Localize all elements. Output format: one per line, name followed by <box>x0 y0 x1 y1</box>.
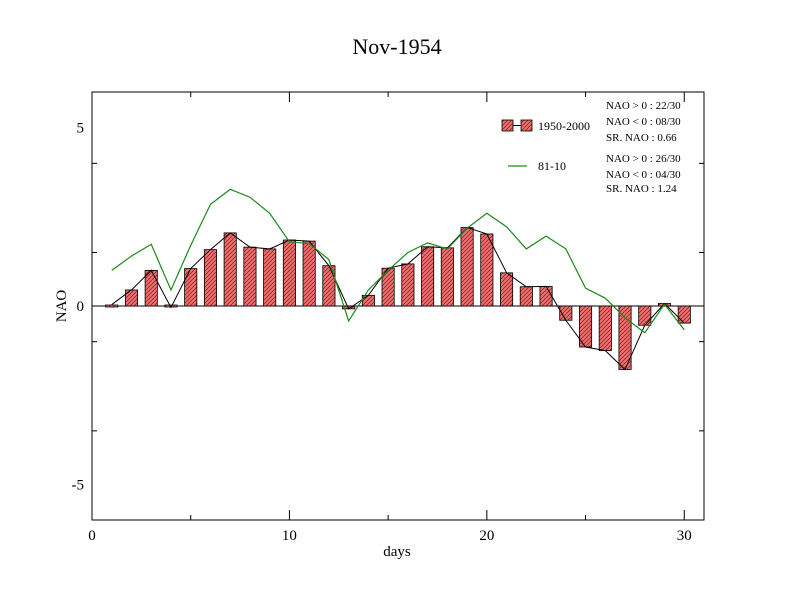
chart-title: Nov-1954 <box>352 34 441 59</box>
bar-day-10 <box>282 239 296 307</box>
legend-swatch-1950-2000-b <box>520 119 533 132</box>
bar-day-30 <box>677 305 691 324</box>
y-tick-label: -5 <box>72 477 85 493</box>
bar-day-9 <box>263 248 277 307</box>
bar-day-6 <box>203 249 217 307</box>
legend: 1950-2000 NAO > 0 : 22/30 NAO < 0 : 08/3… <box>501 100 681 195</box>
y-tick-label: 0 <box>77 299 85 315</box>
x-tick-label: 0 <box>88 528 96 544</box>
y-axis-label: NAO <box>54 290 70 323</box>
bar-day-3 <box>144 269 158 307</box>
bar-day-17 <box>421 246 435 307</box>
bar-day-21 <box>500 272 514 307</box>
bar-day-26 <box>598 305 612 351</box>
bar-day-20 <box>480 233 494 307</box>
x-axis-label: days <box>383 544 411 560</box>
bar-day-22 <box>519 286 533 307</box>
bar-day-1 <box>105 304 119 308</box>
legend-stat-81-10-neg: NAO < 0 : 04/30 <box>606 169 681 181</box>
legend-label-81-10: 81-10 <box>538 159 566 173</box>
legend-stat-81-10-pos: NAO > 0 : 26/30 <box>606 153 681 165</box>
y-tick-label: 5 <box>77 121 85 137</box>
legend-stat-1950-2000-pos: NAO > 0 : 22/30 <box>606 100 681 112</box>
bar-day-19 <box>460 227 474 307</box>
bar-day-23 <box>539 285 553 307</box>
x-tick-label: 30 <box>677 528 692 544</box>
legend-stat-81-10-sr: SR. NAO : 1.24 <box>606 183 677 195</box>
bar-day-18 <box>440 247 454 307</box>
x-tick-label: 10 <box>282 528 297 544</box>
legend-stat-1950-2000-sr: SR. NAO : 0.66 <box>606 132 677 144</box>
bar-day-5 <box>184 268 198 307</box>
series-1950-2000-line <box>111 226 685 371</box>
bar-day-2 <box>124 289 139 307</box>
bar-day-28 <box>638 305 652 326</box>
x-tick-label: 20 <box>479 528 494 544</box>
bar-day-7 <box>223 232 237 307</box>
bar-day-11 <box>302 240 316 307</box>
bar-day-16 <box>401 263 415 307</box>
bar-day-8 <box>243 246 257 307</box>
legend-label-1950-2000: 1950-2000 <box>538 119 590 133</box>
series-81-10-line <box>111 188 685 334</box>
legend-swatch-1950-2000 <box>501 119 514 132</box>
legend-stat-1950-2000-neg: NAO < 0 : 08/30 <box>606 116 681 128</box>
